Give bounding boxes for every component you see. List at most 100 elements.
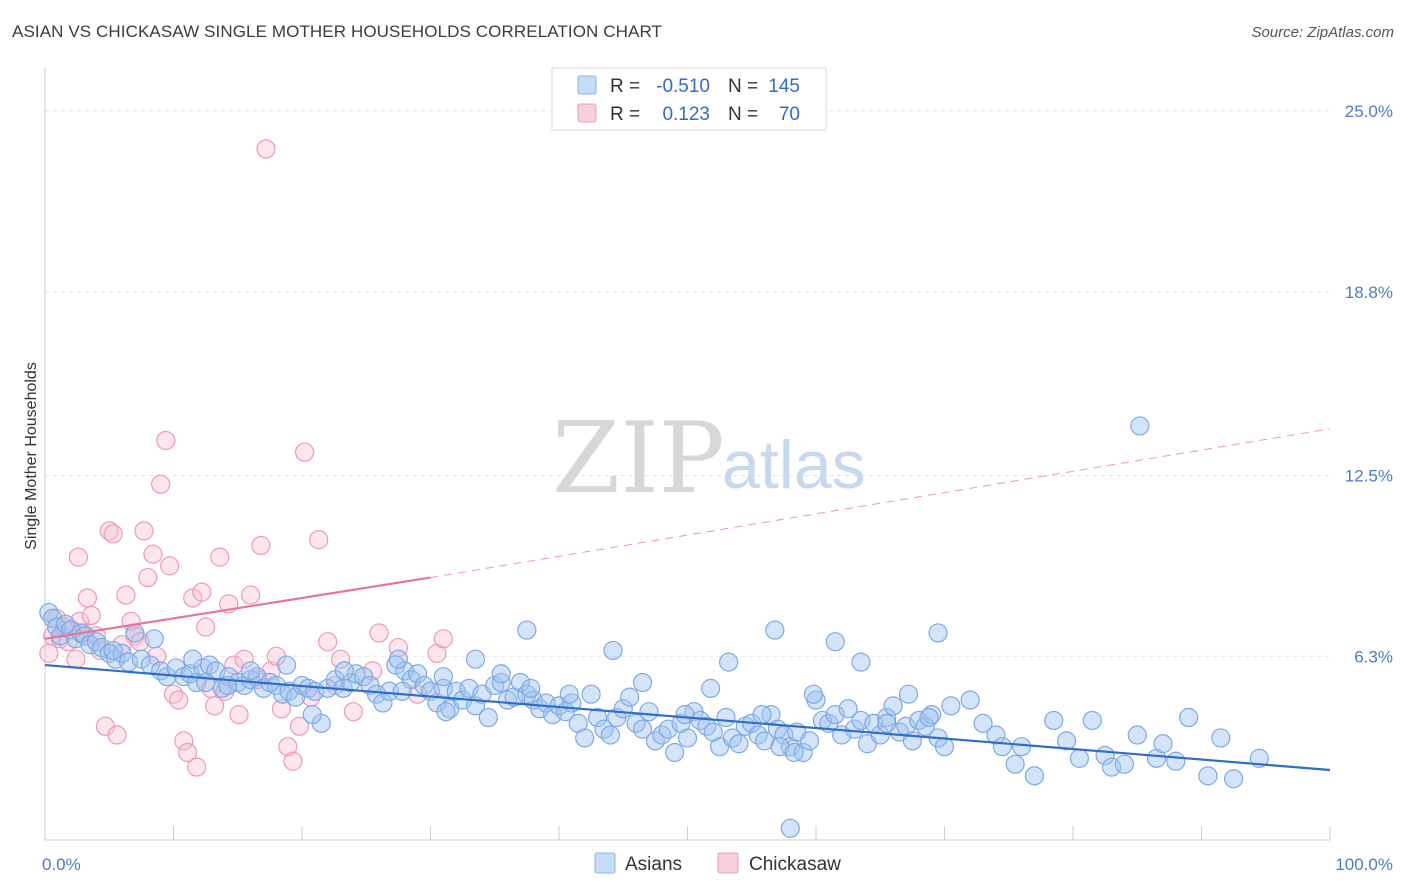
- legend-n-value-asians: 145: [768, 76, 800, 97]
- series-legend-label-chickasaw: Chickasaw: [749, 854, 841, 875]
- chickasaw-point-58: [309, 530, 329, 550]
- correlation-legend: R = -0.510 N = 145 R = 0.123 N = 70: [551, 67, 827, 131]
- series-legend-swatch-asians: [594, 852, 616, 874]
- asian-point-183: [1153, 734, 1173, 754]
- legend-box: [551, 67, 827, 131]
- chickasaw-point-36: [192, 582, 212, 602]
- asian-point-16: [125, 623, 145, 643]
- asian-point-171: [1005, 754, 1025, 774]
- chickasaw-point-27: [151, 474, 171, 494]
- legend-r-value-asians: -0.510: [656, 76, 710, 97]
- legend-n-label-asians: N =: [728, 76, 758, 97]
- chickasaw-point-17: [107, 725, 127, 745]
- asian-point-52: [373, 693, 393, 713]
- asian-point-164: [898, 684, 919, 704]
- asian-point-85: [587, 707, 608, 728]
- trend-lines: [44, 428, 1331, 772]
- asian-point-198: [196, 672, 216, 693]
- chickasaw-point-56: [294, 442, 315, 462]
- asian-point-159: [784, 742, 804, 763]
- chickasaw-point-23: [134, 521, 154, 541]
- asian-point-144: [276, 655, 297, 675]
- asian-point-168: [973, 713, 993, 733]
- chickasaw-point-69: [68, 547, 89, 567]
- asian-point-153: [632, 672, 653, 693]
- asian-point-93: [639, 702, 659, 722]
- x-tick-labels: 0.0% 100.0%: [42, 855, 1393, 874]
- chickasaw-point-62: [343, 702, 363, 722]
- asian-point-193: [780, 818, 800, 838]
- asian-point-131: [883, 696, 903, 716]
- asian-point-177: [1082, 710, 1102, 731]
- asian-point-130: [877, 707, 897, 728]
- chickasaw-point-7: [66, 649, 86, 669]
- asian-trend-line: [44, 663, 1331, 772]
- chickasaw-point-19: [116, 585, 136, 605]
- chickasaw-point-16: [103, 524, 123, 544]
- asian-point-105: [716, 707, 736, 728]
- asian-point-172: [1011, 737, 1032, 757]
- asian-point-151: [559, 684, 579, 704]
- asian-point-107: [729, 734, 749, 754]
- chickasaw-point-35: [187, 757, 207, 777]
- y-tick-label-3: 25.0%: [1345, 102, 1393, 121]
- asian-point-186: [1198, 766, 1218, 786]
- chickasaw-point-24: [138, 567, 158, 588]
- asian-point-150: [521, 678, 541, 698]
- asian-point-139: [934, 737, 955, 757]
- asian-point-194: [517, 620, 537, 640]
- series-legend: Asians Chickasaw: [594, 852, 841, 875]
- asian-point-188: [1224, 769, 1244, 789]
- asian-point-154: [675, 705, 695, 725]
- asian-point-92: [632, 719, 653, 739]
- asian-point-99: [677, 728, 698, 748]
- chickasaw-point-11: [81, 605, 101, 626]
- asian-point-181: [1127, 725, 1147, 745]
- asian-point-118: [799, 731, 820, 751]
- chickasaw-point-37: [196, 617, 216, 637]
- asian-point-163: [877, 713, 897, 733]
- series-legend-label-asians: Asians: [625, 854, 682, 875]
- chart-title: ASIAN VS CHICKASAW SINGLE MOTHER HOUSEHO…: [12, 22, 662, 41]
- chickasaw-point-0: [39, 643, 59, 663]
- x-tick-label-0: 0.0%: [42, 855, 81, 874]
- asian-point-84: [581, 684, 601, 704]
- y-tick-labels: 6.3% 12.5% 18.8% 25.0%: [1345, 102, 1393, 666]
- axes: [44, 68, 1331, 841]
- asian-point-190: [1130, 416, 1150, 436]
- chickasaw-point-39: [205, 696, 225, 716]
- legend-n-value-chickasaw: 70: [779, 104, 800, 125]
- asian-point-191: [928, 623, 948, 643]
- asian-point-155: [701, 678, 721, 698]
- asian-point-166: [941, 696, 961, 716]
- chickasaw-point-55: [289, 716, 310, 736]
- chickasaw-point-61: [330, 649, 351, 669]
- asian-point-146: [334, 661, 355, 681]
- asian-point-87: [600, 725, 621, 745]
- asian-point-10: [86, 632, 107, 652]
- asian-point-124: [838, 699, 858, 719]
- chickasaw-point-29: [160, 556, 180, 576]
- asian-point-187: [1211, 728, 1231, 748]
- asian-point-185: [1179, 707, 1199, 728]
- asian-point-142: [183, 649, 203, 669]
- asian-point-161: [825, 632, 845, 652]
- chickasaw-point-46: [241, 585, 261, 605]
- asian-point-184: [1166, 751, 1186, 771]
- legend-r-label-asians: R =: [610, 76, 640, 97]
- asian-point-156: [719, 652, 739, 672]
- series-legend-swatch-chickasaw: [717, 852, 739, 874]
- chickasaw-point-59: [318, 632, 338, 652]
- chickasaw-point-31: [169, 690, 189, 710]
- asian-point-149: [491, 664, 511, 684]
- legend-r-value-chickasaw: 0.123: [662, 104, 710, 125]
- asian-point-169: [986, 725, 1006, 745]
- asian-point-97: [665, 742, 685, 763]
- source-label: Source: ZipAtlas.com: [1251, 24, 1394, 41]
- asian-point-192: [765, 620, 785, 640]
- grid: [45, 110, 1330, 657]
- chickasaw-trend-line-extension: [430, 428, 1331, 579]
- y-axis-label: Single Mother Households: [23, 362, 40, 550]
- chickasaw-point-68: [433, 629, 453, 649]
- asian-point-199: [241, 661, 261, 681]
